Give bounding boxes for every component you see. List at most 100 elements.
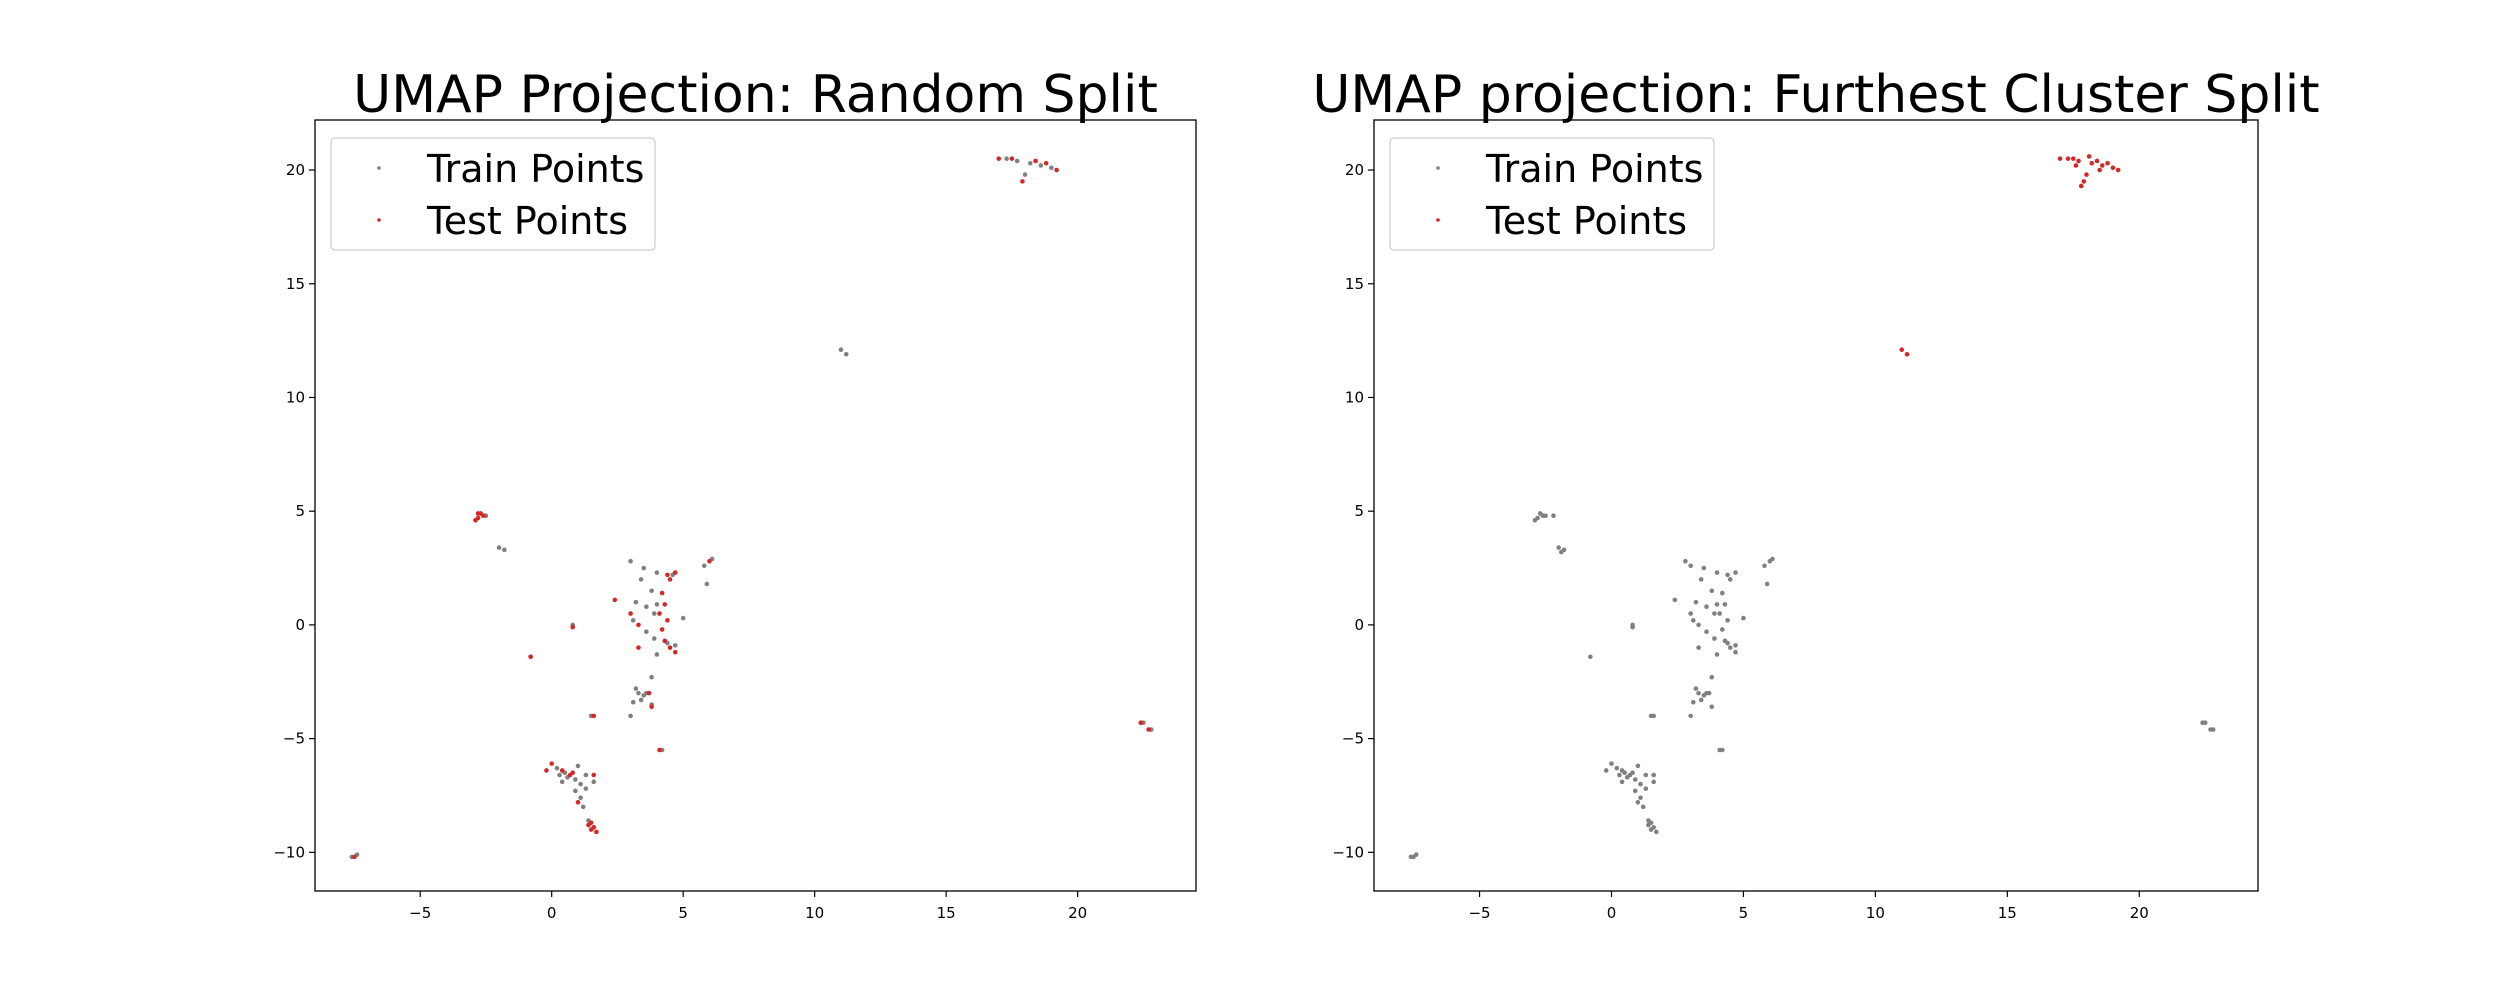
train-point [1640,804,1646,810]
train-point [1764,581,1770,587]
test-point [649,704,654,710]
test-point [665,618,670,623]
x-tick-label: 20 [1068,904,1087,922]
y-tick-label: 0 [1354,616,1364,634]
train-point [1651,713,1657,719]
train-point [1704,629,1709,635]
train-point [1688,563,1693,569]
train-point [1727,577,1733,582]
test-point [1033,158,1038,164]
y-tick-label: 10 [1345,388,1364,406]
train-point [1696,622,1701,628]
x-tick-label: 20 [2130,904,2149,922]
train-point [1543,513,1548,519]
train-point [591,779,597,785]
y-tick-label: 5 [1354,502,1364,520]
test-point [1009,156,1015,161]
train-point [1622,770,1627,776]
train-point [1603,768,1609,773]
test-point [707,558,712,564]
train-point [1696,645,1701,650]
series-train-points [1408,511,2216,860]
train-point [672,643,678,648]
x-tick-label: −5 [409,904,431,922]
chart-title: UMAP Projection: Random Split [353,65,1158,125]
test-point [665,572,670,578]
train-point [1690,699,1696,705]
test-point [575,800,581,805]
train-point [1696,690,1701,696]
test-point [659,627,665,632]
train-point [1770,556,1775,562]
test-point [588,820,594,826]
train-point [649,588,654,594]
test-point [591,825,597,830]
y-tick-label: 20 [286,161,305,179]
train-point [1741,615,1746,621]
test-point [2086,154,2092,159]
train-point [1619,779,1625,785]
legend-marker [1436,218,1440,222]
train-point [1725,640,1730,646]
test-point [481,513,486,519]
train-point [1049,165,1054,171]
train-point [1727,645,1733,650]
legend-marker [377,166,381,170]
train-point [1733,649,1738,655]
train-point [1028,160,1033,166]
test-point [1146,727,1151,732]
x-tick-label: 0 [1607,904,1617,922]
train-point [638,697,644,703]
x-tick-label: 10 [1866,904,1885,922]
train-point [496,545,502,550]
train-point [628,558,633,564]
train-point [1022,172,1028,177]
train-point [1643,786,1649,791]
train-point [1693,599,1699,605]
train-point [1701,565,1707,571]
train-point [1709,704,1715,710]
test-point [352,854,357,860]
train-point [1688,713,1693,719]
train-point [1683,558,1688,564]
train-point [1698,577,1704,582]
test-point [2115,167,2121,173]
x-tick-label: 15 [937,904,956,922]
train-point [1648,820,1654,826]
chart-panel-1: UMAP Projection: Random Split −5 0 5 10 15 20 −… [273,65,1197,922]
train-point [1714,652,1720,657]
train-point [1559,549,1564,555]
train-point [575,763,581,769]
train-point [583,772,589,778]
test-point [1904,351,1910,357]
train-point [651,636,657,641]
train-point [649,674,654,680]
test-point [2073,163,2079,168]
test-point [1043,160,1049,166]
train-point [644,604,649,610]
legend-marker [1436,166,1440,170]
test-point [2084,172,2089,177]
train-point [1632,777,1638,782]
legend-marker [377,218,381,222]
chart-title: UMAP projection: Furthest Cluster Split [1312,65,2319,125]
train-point [1532,517,1538,523]
test-point [2076,158,2081,164]
train-point [1704,604,1709,610]
train-point [1638,781,1643,787]
test-point [996,156,1002,161]
test-point [473,517,478,523]
test-point [549,761,554,766]
x-tick-label: 10 [805,904,824,922]
test-point [1054,167,1059,173]
train-point [1651,772,1657,778]
train-point [1408,854,1414,860]
series-test-points [1899,154,2121,357]
train-point [1635,763,1641,769]
train-point [1556,545,1562,550]
train-point [1672,597,1678,603]
y-tick-label: 0 [295,616,305,634]
train-point [1588,654,1593,660]
train-point [573,788,578,794]
test-point [2078,183,2084,189]
